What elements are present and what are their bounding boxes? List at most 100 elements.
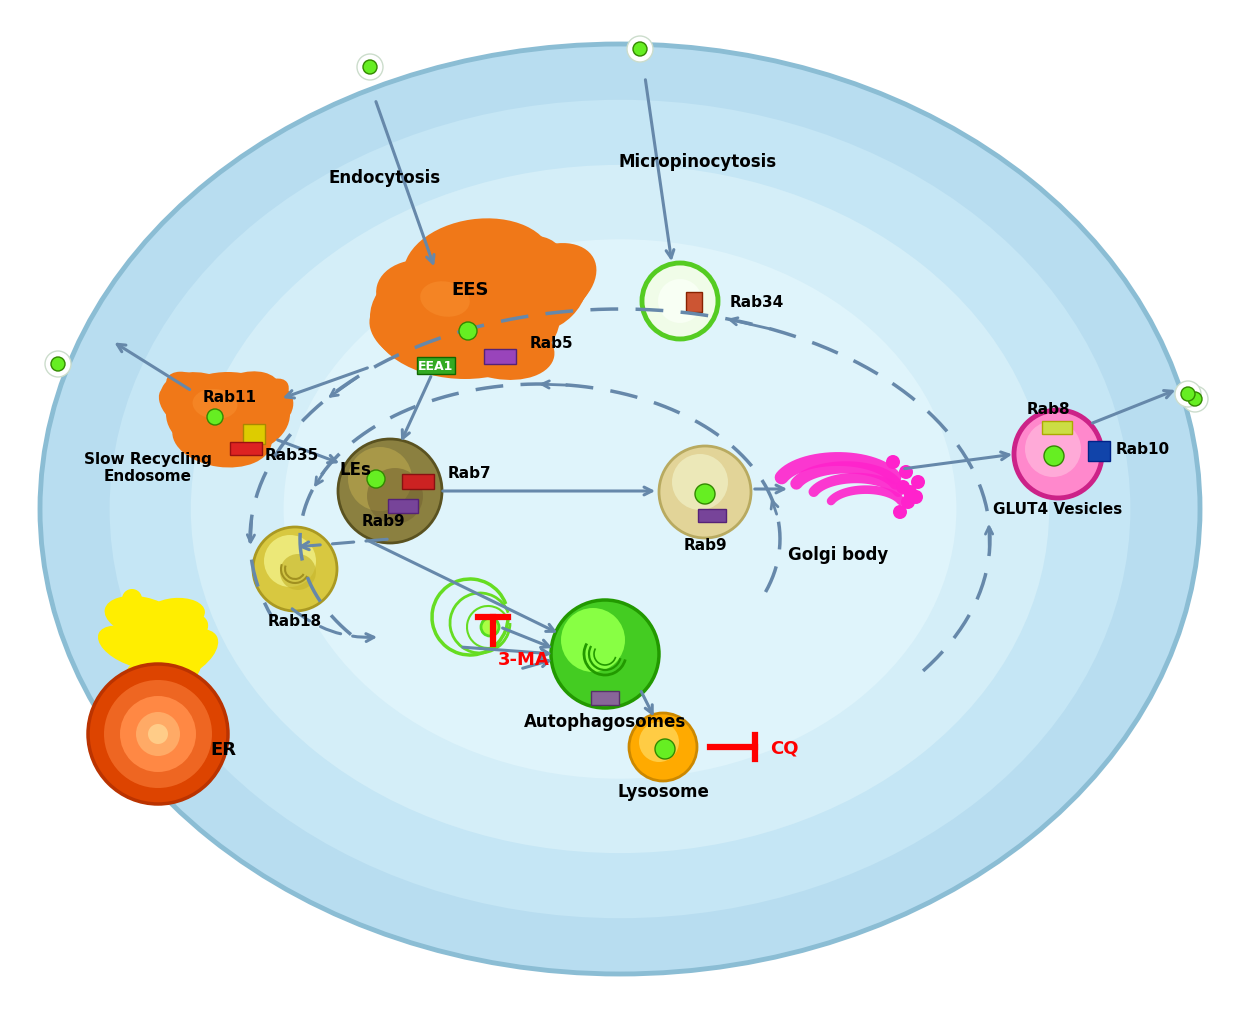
Ellipse shape — [40, 45, 1199, 974]
Bar — [402, 475, 434, 489]
Text: ER: ER — [210, 740, 235, 758]
Text: Rab7: Rab7 — [448, 465, 492, 480]
Circle shape — [561, 608, 625, 673]
Text: EES: EES — [451, 280, 488, 299]
Ellipse shape — [173, 407, 272, 468]
Circle shape — [659, 280, 702, 324]
Ellipse shape — [159, 387, 197, 428]
Text: Slow Recycling
Endosome: Slow Recycling Endosome — [84, 451, 212, 484]
Circle shape — [51, 358, 65, 372]
Ellipse shape — [160, 373, 249, 436]
Circle shape — [1014, 411, 1102, 498]
Bar — [417, 358, 454, 375]
Circle shape — [280, 554, 316, 590]
Circle shape — [901, 495, 915, 510]
Ellipse shape — [145, 598, 205, 631]
Circle shape — [1182, 386, 1208, 413]
Text: Autophagosomes: Autophagosomes — [523, 712, 686, 731]
Circle shape — [338, 439, 442, 543]
Text: LEs: LEs — [339, 461, 371, 479]
Circle shape — [459, 323, 477, 340]
Circle shape — [639, 722, 679, 762]
Circle shape — [357, 55, 383, 81]
Text: CQ: CQ — [770, 739, 799, 756]
Circle shape — [363, 61, 377, 75]
Circle shape — [896, 481, 910, 494]
Ellipse shape — [543, 259, 592, 316]
Ellipse shape — [439, 247, 580, 348]
Circle shape — [1188, 392, 1202, 407]
Circle shape — [911, 476, 925, 489]
Ellipse shape — [523, 268, 587, 331]
Ellipse shape — [486, 235, 562, 280]
Text: Rab8: Rab8 — [1027, 403, 1069, 417]
Circle shape — [642, 264, 717, 339]
Text: Lysosome: Lysosome — [617, 783, 709, 800]
Ellipse shape — [247, 379, 289, 416]
Circle shape — [136, 712, 180, 756]
Circle shape — [909, 490, 923, 504]
Bar — [243, 425, 265, 444]
Circle shape — [1181, 387, 1194, 401]
Circle shape — [634, 43, 647, 57]
Circle shape — [104, 681, 212, 789]
Circle shape — [88, 664, 228, 804]
Circle shape — [481, 619, 500, 637]
Ellipse shape — [98, 626, 167, 668]
Circle shape — [655, 739, 675, 759]
Circle shape — [886, 455, 900, 470]
Bar — [230, 442, 262, 455]
Text: Rab18: Rab18 — [268, 613, 322, 629]
Circle shape — [672, 454, 727, 511]
Ellipse shape — [403, 219, 552, 316]
Circle shape — [207, 410, 223, 426]
Ellipse shape — [421, 282, 470, 318]
Bar — [686, 292, 702, 313]
Text: GLUT4 Vesicles: GLUT4 Vesicles — [993, 502, 1123, 517]
Ellipse shape — [510, 245, 580, 290]
Circle shape — [148, 725, 168, 744]
Circle shape — [120, 696, 197, 772]
Ellipse shape — [193, 389, 238, 420]
Ellipse shape — [130, 632, 180, 677]
Text: Rab10: Rab10 — [1116, 442, 1171, 458]
Ellipse shape — [371, 256, 560, 380]
Circle shape — [903, 485, 916, 499]
Ellipse shape — [190, 166, 1049, 853]
Ellipse shape — [110, 101, 1131, 918]
Circle shape — [264, 535, 316, 587]
Text: Micropinocytosis: Micropinocytosis — [618, 153, 777, 171]
Ellipse shape — [376, 260, 493, 343]
Bar — [1088, 441, 1111, 462]
Ellipse shape — [284, 240, 957, 779]
Bar — [1042, 422, 1072, 434]
Circle shape — [659, 446, 751, 538]
Circle shape — [1025, 422, 1080, 478]
Circle shape — [551, 600, 659, 708]
Circle shape — [348, 447, 412, 512]
Ellipse shape — [138, 629, 218, 686]
Text: Golgi body: Golgi body — [788, 545, 888, 564]
Circle shape — [45, 352, 71, 378]
Text: Rab34: Rab34 — [730, 294, 784, 309]
Text: Rab9: Rab9 — [684, 537, 727, 552]
Circle shape — [253, 528, 337, 611]
Bar — [699, 510, 726, 523]
Text: Rab5: Rab5 — [530, 335, 573, 351]
Ellipse shape — [105, 596, 179, 639]
Text: Rab11: Rab11 — [203, 390, 257, 406]
Circle shape — [899, 466, 913, 480]
Bar — [485, 350, 516, 365]
Ellipse shape — [207, 372, 280, 423]
Circle shape — [629, 713, 697, 782]
Circle shape — [121, 589, 141, 609]
Ellipse shape — [167, 372, 218, 411]
Circle shape — [1174, 382, 1201, 408]
Ellipse shape — [125, 650, 200, 692]
Ellipse shape — [446, 315, 555, 380]
Circle shape — [367, 471, 386, 488]
Text: Rab35: Rab35 — [265, 447, 319, 462]
Text: Rab9: Rab9 — [361, 514, 404, 529]
Ellipse shape — [118, 610, 177, 654]
Text: EEA1: EEA1 — [418, 359, 453, 372]
